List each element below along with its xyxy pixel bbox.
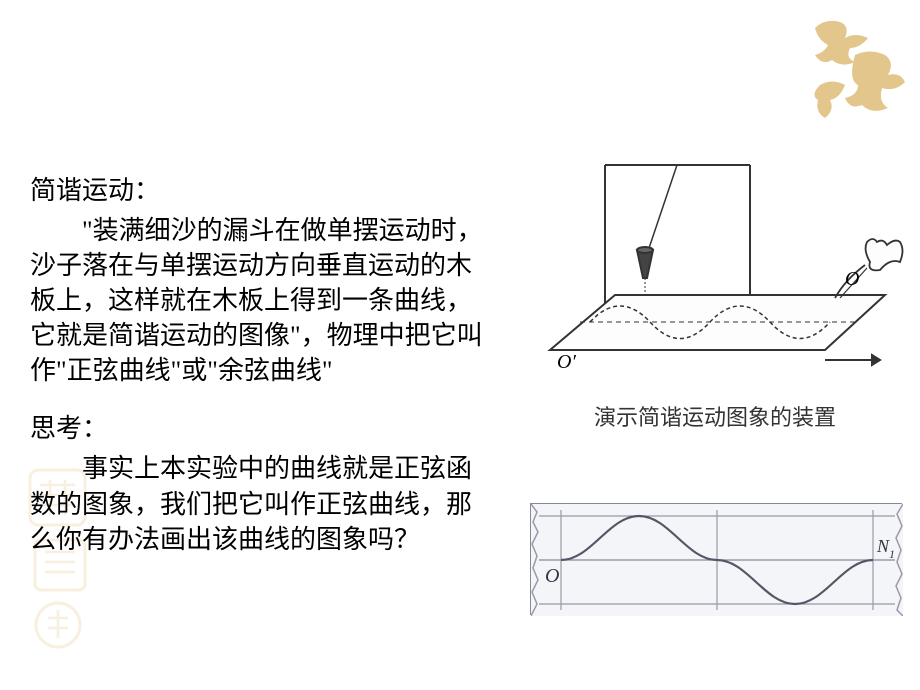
svg-text:1: 1 [889, 547, 895, 561]
text-content: 简谐运动： "装满细沙的漏斗在做单摆运动时，沙子落在与单摆运动方向垂直运动的木板… [30, 170, 490, 557]
decoration-calligraphy-top [800, 10, 910, 130]
section2-title: 思考： [30, 408, 490, 445]
label-O-bottom: O [545, 565, 559, 587]
figure-caption: 演示简谐运动图象的装置 [545, 400, 885, 432]
section1-title: 简谐运动： [30, 170, 490, 207]
section1-paragraph: "装满细沙的漏斗在做单摆运动时，沙子落在与单摆运动方向垂直运动的木板上，这样就在… [30, 213, 490, 388]
apparatus-figure: O O′ [525, 150, 905, 395]
section2-paragraph: 事实上本实验中的曲线就是正弦函数的图象，我们把它叫作正弦曲线，那么你有办法画出该… [30, 451, 490, 556]
label-O-top: O [845, 268, 859, 290]
sine-wave-figure: O N 1 [530, 503, 902, 615]
label-N: N [876, 536, 890, 556]
label-O-prime: O′ [557, 351, 576, 373]
